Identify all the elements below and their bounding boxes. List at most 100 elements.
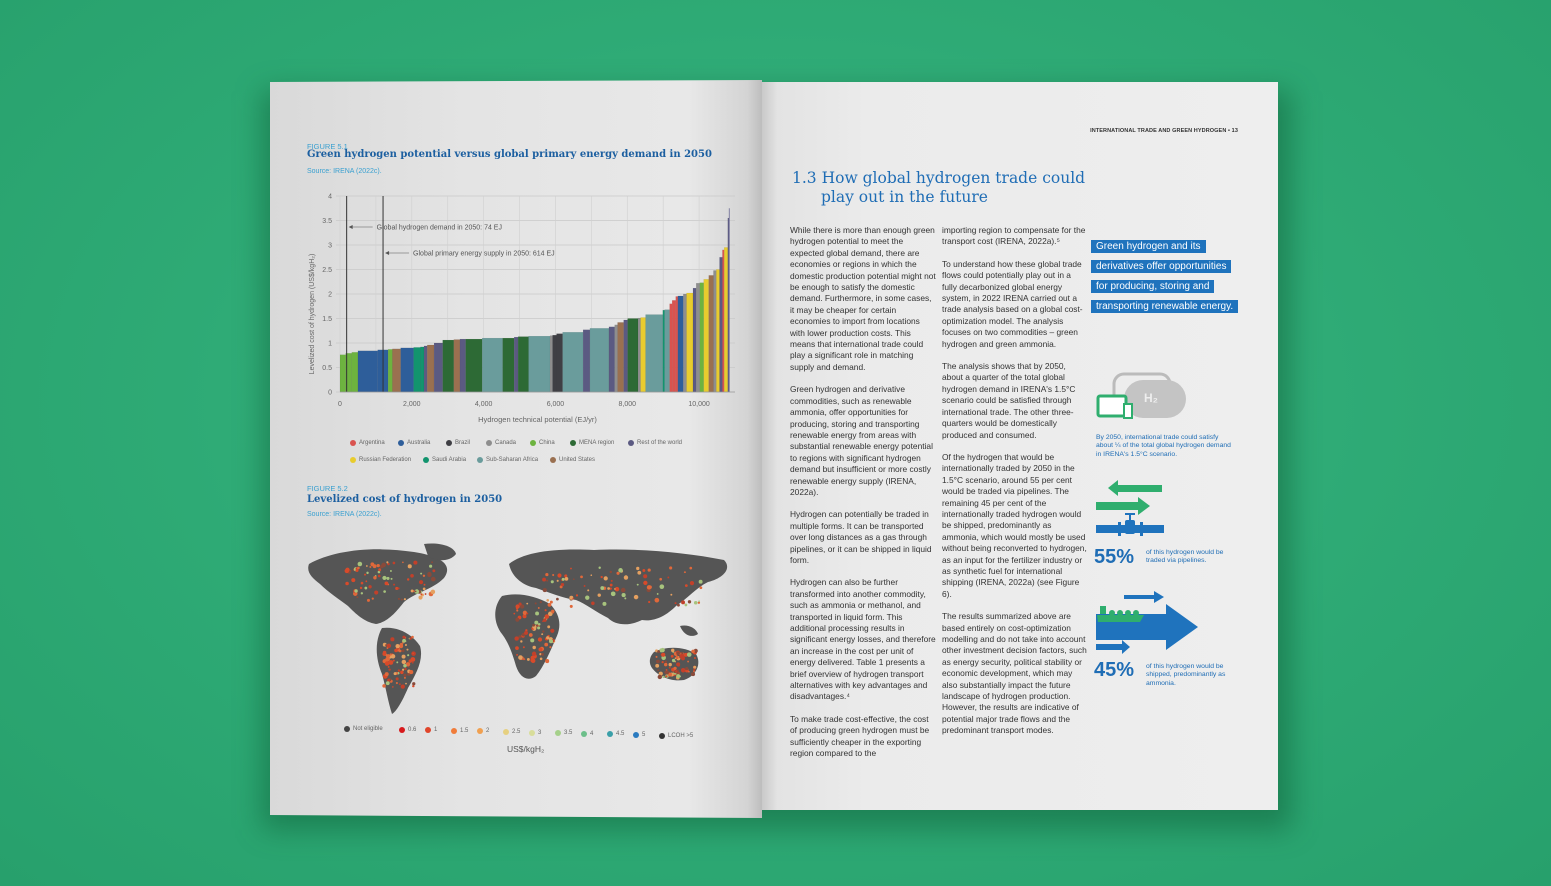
bar-saudi-arabia [413, 347, 421, 393]
lcoh-dot [393, 583, 396, 586]
lcoh-dot [518, 635, 522, 639]
stat-45-text: of this hydrogen would be shipped, predo… [1146, 663, 1226, 687]
bar-united-states [708, 275, 714, 393]
lcoh-dot [656, 593, 659, 595]
lcoh-dot [530, 655, 535, 660]
lcoh-dot [401, 668, 405, 671]
lcoh-dot [401, 654, 406, 659]
legend-swatch [423, 457, 429, 463]
lcoh-dot [678, 675, 681, 678]
lcoh-dot [664, 671, 667, 674]
legend-label: 1.5 [460, 727, 469, 734]
hydrogen-potential-chart: 0 0.5 1 1.5 2 2.5 3 3.5 4 0 2,000 4,000 6,000 8,000 10… [309, 194, 735, 424]
map-legend-item: 3.5 [555, 730, 572, 737]
lcoh-dot [614, 588, 616, 590]
infographic-caption: By 2050, international trade could satis… [1096, 434, 1231, 458]
lcoh-dot [659, 577, 663, 581]
lcoh-dot [675, 655, 679, 660]
bar-russian-federation [640, 317, 646, 393]
lcoh-dot [620, 587, 626, 593]
lcoh-dot [373, 576, 377, 580]
bar-sub-saharan-africa [645, 314, 663, 393]
lcoh-dot [371, 597, 374, 600]
lcoh-dot [633, 594, 639, 600]
lcoh-dot [430, 589, 436, 595]
lcoh-dot [544, 642, 549, 647]
legend-label: LCOH >5 [668, 732, 694, 739]
lcoh-dot [516, 653, 519, 656]
legend-swatch [659, 732, 665, 739]
legend-label: China [539, 440, 555, 446]
lcoh-dot [616, 571, 620, 575]
legend-item: Australia [398, 440, 430, 446]
land-masses [308, 543, 728, 714]
lcoh-dot [560, 582, 565, 587]
bar-canada [683, 293, 687, 393]
lcoh-dot [377, 570, 381, 574]
lcoh-dot [530, 658, 536, 664]
lcoh-dot [552, 573, 555, 577]
lcoh-dot [397, 597, 401, 601]
lcoh-dot [691, 649, 695, 654]
lcoh-dot [359, 586, 363, 590]
lcoh-dot [693, 665, 697, 669]
legend-swatch [570, 440, 576, 446]
lcoh-dot [515, 604, 520, 609]
lcoh-dot [609, 587, 612, 590]
lcoh-dot [354, 589, 358, 593]
lcoh-dot [408, 659, 412, 663]
lcoh-dot [583, 585, 586, 587]
lcoh-dot [515, 617, 520, 622]
lcoh-dot [684, 584, 688, 587]
lcoh-dot [680, 667, 686, 673]
bar-mena-region [627, 318, 639, 393]
lcoh-dot [376, 563, 380, 568]
lcoh-dot [357, 566, 360, 570]
lcoh-dot [693, 600, 698, 605]
lcoh-dot [691, 672, 696, 677]
map-legend-item: 2.5 [503, 729, 520, 735]
lcoh-dot [544, 609, 547, 612]
lcoh-dot [408, 666, 410, 668]
legend-label: Canada [495, 440, 517, 446]
lcoh-dot [345, 567, 350, 572]
y-tick-label: 2 [328, 292, 332, 299]
lcoh-dot [532, 645, 536, 650]
lcoh-dot [520, 640, 523, 643]
bar-sub-saharan-africa [528, 335, 551, 393]
lcoh-dot [395, 586, 399, 591]
lcoh-dot [668, 672, 672, 677]
legend-swatch [477, 457, 483, 463]
lcoh-dot [546, 579, 549, 582]
bar-china [387, 349, 393, 393]
lcoh-dot [618, 568, 623, 573]
lcoh-dot [365, 580, 368, 583]
legend-label: Rest of the world [637, 440, 683, 446]
bar-australia [357, 350, 378, 393]
lcoh-dot [432, 569, 436, 573]
lcoh-dot [392, 659, 395, 662]
lcoh-dot [382, 652, 387, 656]
legend-swatch [529, 729, 535, 736]
lcoh-dot [667, 576, 670, 579]
lcoh-dot [409, 637, 412, 640]
bar-saudi-arabia [420, 346, 425, 393]
legend-label: 2.5 [512, 729, 521, 735]
lcoh-dot [676, 674, 681, 679]
map-legend-item: 0.6 [399, 726, 416, 733]
legend-label: 4.5 [616, 731, 625, 738]
pull-quote-line: transporting renewable energy. [1091, 300, 1239, 313]
bar-united-states [392, 348, 401, 393]
lcoh-dot [572, 578, 575, 581]
lcoh-dot [570, 567, 572, 570]
lcoh-dot [678, 665, 680, 667]
lcoh-dot [356, 596, 359, 599]
y-axis-label: Levelized cost of hydrogen (US$/kgH₂) [309, 254, 316, 375]
bar-china [699, 282, 704, 393]
lcoh-dot [671, 648, 675, 653]
lcoh-dot [364, 586, 368, 590]
lcoh-dot [431, 561, 434, 564]
lcoh-dot [403, 598, 407, 601]
lcoh-dot [385, 644, 388, 647]
lcoh-dot [355, 568, 359, 573]
